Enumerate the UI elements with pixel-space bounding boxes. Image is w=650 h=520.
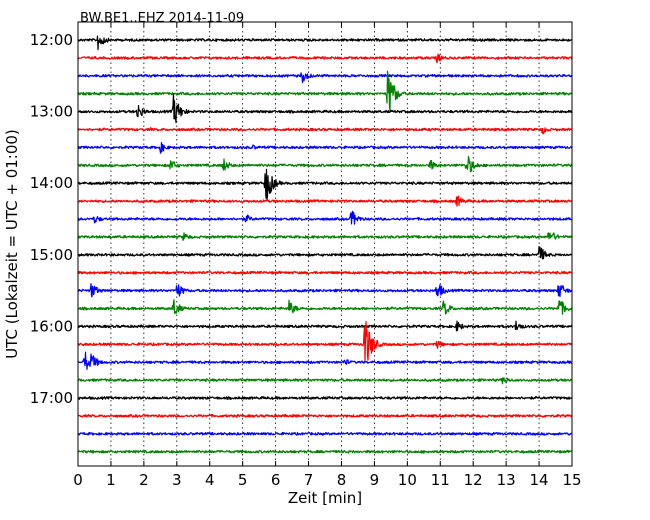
x-tick-label: 0 (73, 471, 83, 489)
x-tick-label: 8 (337, 471, 347, 489)
x-tick-label: 2 (139, 471, 149, 489)
chart-title: BW.BE1..EHZ 2014-11-09 (80, 11, 245, 26)
trace-1715 (77, 413, 573, 418)
y-tick-label: 15:00 (30, 246, 73, 264)
trace-1545 (77, 299, 573, 315)
x-tick-label: 3 (172, 471, 182, 489)
trace-1730 (77, 431, 573, 436)
trace-1700 (77, 396, 573, 400)
trace-1315 (77, 127, 573, 135)
trace-1515 (77, 270, 573, 275)
x-tick-label: 4 (205, 471, 215, 489)
trace-1415 (77, 195, 573, 207)
y-tick-label: 16:00 (30, 317, 73, 335)
seismic-traces (77, 35, 573, 454)
vertical-grid (110, 22, 540, 466)
trace-1215 (77, 53, 573, 64)
trace-1615 (77, 320, 573, 363)
x-tick-label: 15 (562, 471, 581, 489)
y-axis-label: UTC (Lokalzeit = UTC + 01:00) (3, 129, 21, 359)
trace-1600 (77, 320, 573, 332)
x-tick-label: 11 (431, 471, 450, 489)
x-tick-label: 12 (464, 471, 483, 489)
x-axis-ticks: 0 1 2 3 4 5 6 7 8 9 10 11 12 13 14 15 (73, 22, 582, 489)
trace-1445 (77, 232, 573, 241)
x-tick-label: 10 (398, 471, 417, 489)
trace-1300 (77, 93, 573, 124)
y-tick-label: 12:00 (30, 31, 73, 49)
trace-1400 (77, 168, 573, 201)
x-tick-label: 7 (304, 471, 314, 489)
trace-1200 (77, 35, 573, 51)
trace-1645 (77, 377, 573, 385)
x-tick-label: 5 (238, 471, 248, 489)
x-tick-label: 1 (106, 471, 116, 489)
x-tick-label: 13 (497, 471, 516, 489)
trace-1245 (77, 70, 573, 112)
trace-1630 (77, 351, 573, 370)
y-tick-label: 13:00 (30, 103, 73, 121)
trace-1500 (77, 245, 573, 260)
trace-1330 (77, 141, 573, 154)
plot-frame (77, 21, 573, 467)
y-tick-label: 17:00 (30, 389, 73, 407)
trace-1430 (77, 210, 573, 225)
trace-1345 (77, 155, 573, 173)
y-tick-label: 14:00 (30, 174, 73, 192)
x-tick-label: 14 (530, 471, 549, 489)
y-axis-ticks: 12:00 13:00 14:00 15:00 16:00 17:00 (30, 31, 572, 407)
trace-1745 (77, 449, 573, 454)
x-tick-label: 9 (370, 471, 380, 489)
x-axis-label: Zeit [min] (288, 489, 362, 507)
trace-1230 (77, 72, 573, 84)
trace-1530 (77, 283, 573, 298)
x-tick-label: 6 (271, 471, 281, 489)
